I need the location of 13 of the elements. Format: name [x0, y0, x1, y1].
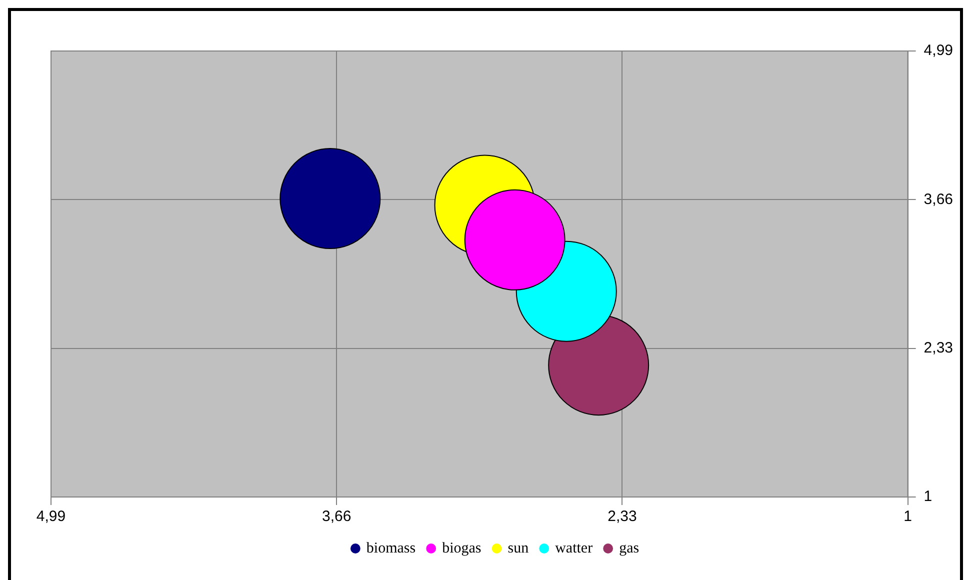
- legend-label: biomass: [366, 540, 416, 556]
- legend-label: sun: [508, 540, 530, 556]
- x-tick-label: 4,99: [36, 508, 66, 526]
- legend-label: biogas: [442, 540, 482, 556]
- y-tick-label: 1: [924, 488, 932, 506]
- x-tick-label: 3,66: [322, 508, 352, 526]
- legend-label: watter: [555, 540, 593, 556]
- y-tick-label: 4,99: [924, 42, 954, 60]
- y-tick-label: 2,33: [924, 339, 954, 356]
- x-tick-label: 1: [904, 508, 912, 526]
- x-tick-label: 2,33: [608, 508, 637, 526]
- y-tick-label: 3,66: [924, 190, 954, 208]
- legend-label: gas: [619, 540, 640, 556]
